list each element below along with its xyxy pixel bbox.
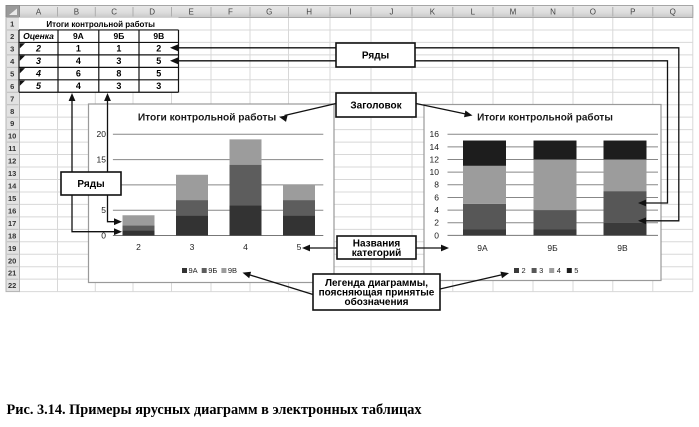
svg-text:4: 4 [76,81,81,91]
svg-text:9В: 9В [617,243,628,253]
svg-text:4: 4 [434,205,439,215]
svg-text:9Б: 9Б [208,266,217,275]
svg-text:11: 11 [8,144,16,153]
svg-text:L: L [471,8,476,17]
svg-text:9Б: 9Б [547,243,558,253]
svg-text:поясняющая принятые: поясняющая принятые [319,288,435,299]
svg-text:Рис. 3.14. Примеры ярусных диа: Рис. 3.14. Примеры ярусных диаграмм в эл… [7,402,423,418]
svg-text:6: 6 [76,69,81,79]
svg-text:Итоги контрольной работы: Итоги контрольной работы [46,20,155,29]
svg-text:20: 20 [8,256,16,265]
svg-text:10: 10 [430,167,440,177]
svg-text:3: 3 [156,81,161,91]
svg-text:9А: 9А [477,243,488,253]
svg-text:3: 3 [10,45,14,54]
svg-text:F: F [228,8,233,17]
svg-text:Оценка: Оценка [23,31,54,41]
svg-text:5: 5 [10,69,14,78]
svg-text:Заголовок: Заголовок [350,101,402,112]
svg-text:5: 5 [297,242,302,252]
svg-text:5: 5 [101,205,106,215]
svg-text:19: 19 [8,244,16,253]
svg-text:15: 15 [97,155,107,165]
svg-text:C: C [111,8,117,17]
svg-text:5: 5 [574,266,578,275]
svg-text:Ряды: Ряды [362,51,389,62]
svg-text:P: P [630,8,635,17]
svg-text:14: 14 [430,142,440,152]
svg-text:21: 21 [8,269,16,278]
svg-text:K: K [430,8,436,17]
svg-text:16: 16 [8,206,16,215]
svg-text:I: I [349,8,351,17]
svg-text:2: 2 [434,218,439,228]
svg-text:4: 4 [76,56,81,66]
svg-text:категорий: категорий [352,248,402,259]
svg-text:15: 15 [8,194,16,203]
svg-text:2: 2 [522,266,526,275]
svg-text:1: 1 [116,44,121,54]
svg-text:7: 7 [10,94,14,103]
svg-text:9: 9 [10,119,14,128]
svg-text:3: 3 [539,266,543,275]
svg-text:4: 4 [35,69,41,79]
svg-text:5: 5 [36,81,42,91]
svg-text:0: 0 [434,230,439,240]
svg-text:Названия: Названия [353,238,401,249]
svg-text:9Б: 9Б [113,31,124,41]
svg-text:G: G [266,8,272,17]
svg-text:9В: 9В [153,31,164,41]
svg-text:Ряды: Ряды [77,179,104,190]
svg-text:9В: 9В [228,266,237,275]
svg-text:2: 2 [35,44,41,54]
svg-text:Легенда диаграммы,: Легенда диаграммы, [325,278,428,289]
svg-text:Итоги контрольной работы: Итоги контрольной работы [477,112,613,124]
svg-text:13: 13 [8,169,16,178]
svg-text:Итоги контрольной работы: Итоги контрольной работы [138,112,276,124]
svg-text:4: 4 [557,266,561,275]
svg-text:10: 10 [8,132,16,141]
svg-text:12: 12 [8,157,16,166]
svg-text:H: H [306,8,312,17]
svg-text:A: A [36,8,42,17]
svg-text:3: 3 [116,56,121,66]
svg-text:6: 6 [10,82,14,91]
svg-text:обозначения: обозначения [345,296,409,308]
svg-text:8: 8 [434,180,439,190]
svg-text:E: E [189,8,194,17]
svg-text:Q: Q [670,8,676,17]
svg-text:16: 16 [430,129,440,139]
svg-text:M: M [510,8,517,17]
svg-text:22: 22 [8,281,16,290]
svg-text:17: 17 [8,219,16,228]
svg-text:8: 8 [116,69,121,79]
svg-text:3: 3 [116,81,121,91]
svg-text:20: 20 [97,129,107,139]
svg-text:9А: 9А [73,31,84,41]
svg-text:5: 5 [156,56,161,66]
svg-text:12: 12 [430,154,440,164]
svg-text:0: 0 [101,230,106,240]
svg-text:O: O [590,8,596,17]
svg-text:1: 1 [76,44,81,54]
svg-text:9А: 9А [189,266,198,275]
svg-text:J: J [390,8,394,17]
svg-text:2: 2 [10,32,14,41]
svg-text:14: 14 [8,182,17,191]
svg-text:2: 2 [136,242,141,252]
svg-text:18: 18 [8,231,16,240]
svg-text:1: 1 [10,20,14,29]
svg-text:3: 3 [36,56,41,66]
svg-text:2: 2 [156,44,161,54]
svg-text:8: 8 [10,107,14,116]
svg-text:3: 3 [190,242,195,252]
svg-text:N: N [550,8,556,17]
svg-text:B: B [74,8,79,17]
svg-text:6: 6 [434,192,439,202]
svg-text:4: 4 [10,57,15,66]
svg-text:D: D [149,8,155,17]
svg-text:5: 5 [156,69,161,79]
svg-text:4: 4 [243,242,248,252]
